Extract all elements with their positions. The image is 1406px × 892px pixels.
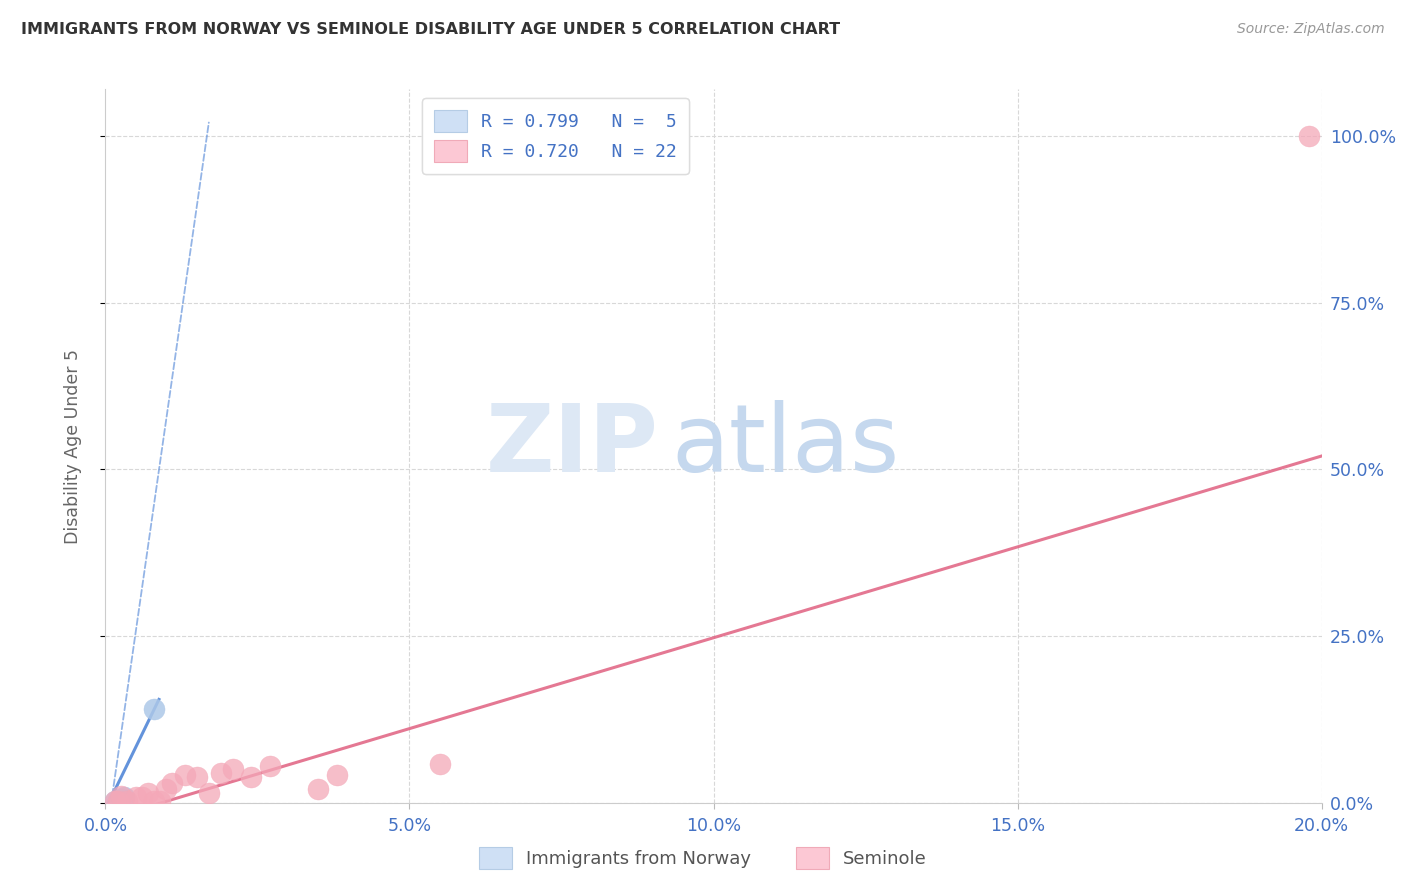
Text: atlas: atlas bbox=[671, 400, 900, 492]
Point bbox=[209, 765, 232, 780]
Point bbox=[136, 786, 159, 800]
Point bbox=[125, 790, 148, 805]
Point bbox=[155, 782, 177, 797]
Point bbox=[162, 776, 184, 790]
Point bbox=[103, 794, 125, 808]
Point bbox=[222, 763, 245, 777]
Point bbox=[240, 771, 263, 785]
Point bbox=[325, 768, 347, 782]
Point bbox=[198, 786, 221, 800]
Point bbox=[103, 794, 125, 808]
Point bbox=[115, 794, 138, 808]
Point bbox=[186, 771, 208, 785]
Point bbox=[110, 789, 132, 804]
Point bbox=[149, 794, 172, 808]
Legend: Immigrants from Norway, Seminole: Immigrants from Norway, Seminole bbox=[470, 838, 936, 879]
Point bbox=[107, 794, 129, 808]
Point bbox=[429, 757, 451, 772]
Point bbox=[107, 794, 129, 808]
Point bbox=[110, 792, 132, 806]
Text: Source: ZipAtlas.com: Source: ZipAtlas.com bbox=[1237, 22, 1385, 37]
Point bbox=[143, 794, 166, 808]
Point bbox=[143, 702, 166, 716]
Text: ZIP: ZIP bbox=[486, 400, 659, 492]
Point bbox=[173, 768, 195, 782]
Legend: R = 0.799   N =  5, R = 0.720   N = 22: R = 0.799 N = 5, R = 0.720 N = 22 bbox=[422, 98, 689, 174]
Point bbox=[259, 759, 281, 773]
Point bbox=[131, 790, 153, 805]
Point bbox=[112, 790, 135, 805]
Y-axis label: Disability Age Under 5: Disability Age Under 5 bbox=[63, 349, 82, 543]
Text: IMMIGRANTS FROM NORWAY VS SEMINOLE DISABILITY AGE UNDER 5 CORRELATION CHART: IMMIGRANTS FROM NORWAY VS SEMINOLE DISAB… bbox=[21, 22, 841, 37]
Point bbox=[307, 782, 329, 797]
Point bbox=[1298, 128, 1320, 143]
